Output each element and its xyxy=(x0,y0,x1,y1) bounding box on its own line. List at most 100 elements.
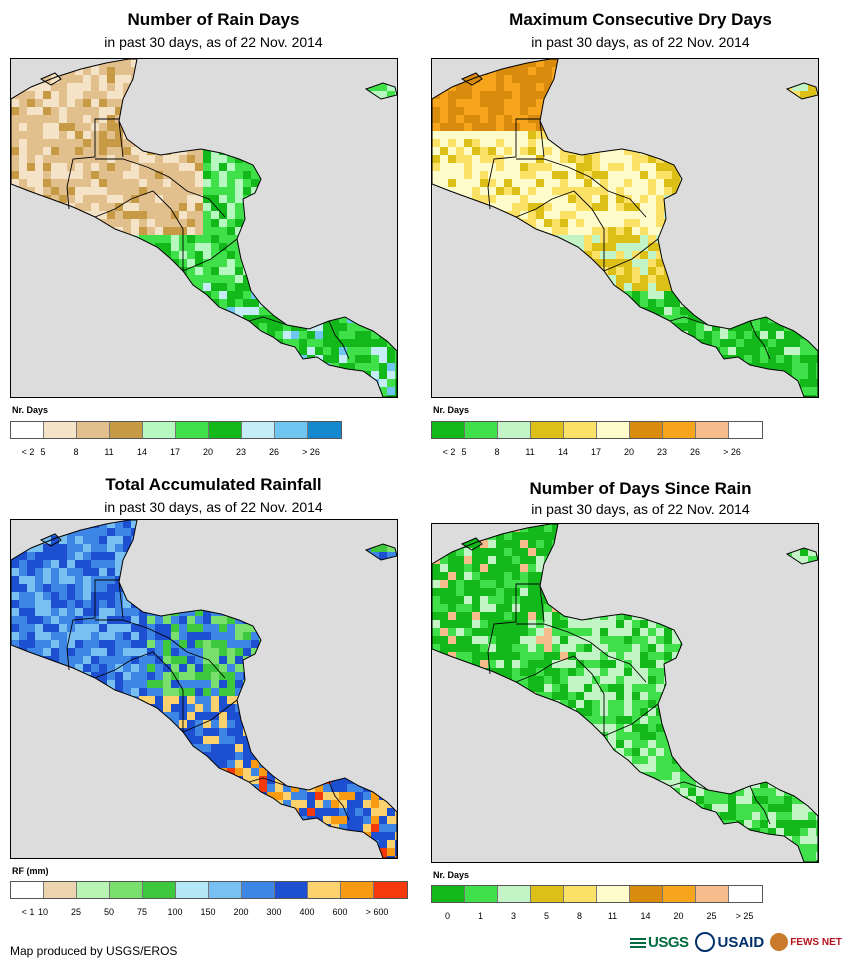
legend-swatch xyxy=(597,886,630,902)
map-dry-days xyxy=(431,58,819,398)
legend-label: 20 xyxy=(673,911,684,921)
coastline xyxy=(432,59,818,397)
legend-label: 5 xyxy=(461,447,467,457)
legend-swatch xyxy=(630,422,663,438)
country-border xyxy=(328,781,350,821)
legend-swatch xyxy=(44,422,77,438)
usaid-seal-icon xyxy=(694,932,715,952)
legend-label: 11 xyxy=(525,447,535,457)
legend-bar xyxy=(10,421,342,439)
legend-swatch xyxy=(531,422,564,438)
country-border xyxy=(182,699,238,733)
legend-swatch xyxy=(432,422,465,438)
legend-swatch xyxy=(143,422,176,438)
legend-label: 14 xyxy=(136,447,148,457)
legend-swatch xyxy=(564,886,597,902)
legend-swatch xyxy=(176,882,209,898)
legend-swatch xyxy=(44,882,77,898)
panel-subtitle: in past 30 days, as of 22 Nov. 2014 xyxy=(104,499,323,515)
legend-label: > 26 xyxy=(723,447,741,457)
panel-rainfall: Total Accumulated Rainfall in past 30 da… xyxy=(0,465,427,935)
legend-label: 23 xyxy=(235,447,247,457)
country-border xyxy=(95,619,226,679)
country-border xyxy=(66,579,119,671)
legend-swatch xyxy=(341,882,374,898)
legend-label: 150 xyxy=(200,907,216,917)
map-rain-days xyxy=(10,58,398,398)
map-canvas xyxy=(11,520,397,858)
legend-label: 3 xyxy=(510,911,517,921)
legend-swatch xyxy=(696,422,729,438)
legend-title: Nr. Days xyxy=(433,870,470,880)
logo-strip: USGS USAID FEWS NET xyxy=(630,932,842,952)
panel-title: Number of Rain Days xyxy=(127,10,300,29)
island-outline xyxy=(460,72,483,86)
legend-label: 20 xyxy=(202,447,214,457)
legend-label: > 600 xyxy=(365,907,389,917)
panel-subtitle: in past 30 days, as of 22 Nov. 2014 xyxy=(531,34,750,50)
legend-label: 25 xyxy=(706,911,717,921)
island-outline xyxy=(364,543,397,561)
legend-swatch xyxy=(308,422,341,438)
country-border xyxy=(515,190,605,271)
island-outline xyxy=(39,533,62,547)
legend-swatch xyxy=(275,882,308,898)
legend-swatch xyxy=(77,882,110,898)
legend-swatch xyxy=(465,422,498,438)
legend-label: < 2 xyxy=(21,447,35,457)
legend-label: 17 xyxy=(169,447,181,457)
legend-label: 26 xyxy=(689,447,701,457)
panel-title: Total Accumulated Rainfall xyxy=(105,475,322,494)
legend-swatch xyxy=(432,886,465,902)
fews-net-emblem-icon xyxy=(770,933,789,951)
legend-label: 10 xyxy=(37,907,49,917)
legend-swatch xyxy=(465,886,498,902)
country-border xyxy=(248,316,288,326)
map-canvas xyxy=(432,59,818,397)
country-border xyxy=(539,585,545,623)
legend-swatch xyxy=(696,886,729,902)
map-canvas xyxy=(432,524,818,862)
legend-label: 8 xyxy=(494,447,500,457)
coastline xyxy=(11,520,397,858)
legend-labels: < 2 5 8 11 14 17 20 23 26 > 26 xyxy=(10,447,342,459)
country-border xyxy=(516,623,647,683)
grid-cells xyxy=(11,520,397,858)
legend-swatch xyxy=(498,422,531,438)
country-border xyxy=(603,703,659,737)
country-border xyxy=(94,190,184,271)
legend-swatch xyxy=(110,422,143,438)
grid-cells xyxy=(432,524,818,862)
country-border xyxy=(669,781,709,791)
legend-swatch xyxy=(209,882,242,898)
country-border xyxy=(515,655,605,736)
legend-label: < 1 xyxy=(21,907,35,917)
legend-label: < 2 xyxy=(442,447,456,457)
legend-label: 8 xyxy=(73,447,79,457)
grid-cells xyxy=(11,59,397,397)
legend-label: 11 xyxy=(104,447,114,457)
island-outline xyxy=(364,82,397,100)
country-border xyxy=(182,238,238,272)
legend-label: 14 xyxy=(557,447,569,457)
legend-title: Nr. Days xyxy=(433,405,470,415)
legend-label: 400 xyxy=(299,907,315,917)
legend-label: 50 xyxy=(103,907,115,917)
country-border xyxy=(669,316,709,326)
legend-label: 200 xyxy=(233,907,249,917)
panel-title: Number of Days Since Rain xyxy=(529,479,752,498)
legend-swatch xyxy=(242,882,275,898)
country-border xyxy=(95,158,226,218)
legend-label: 25 xyxy=(70,907,82,917)
legend-swatch xyxy=(374,882,407,898)
map-credit: Map produced by USGS/EROS xyxy=(10,944,178,958)
fews-net-logo: FEWS NET xyxy=(770,933,842,951)
legend-label: 300 xyxy=(266,907,282,917)
legend-swatch xyxy=(11,882,44,898)
legend-bar xyxy=(431,421,763,439)
panel-subtitle: in past 30 days, as of 22 Nov. 2014 xyxy=(531,501,750,517)
legend-title: RF (mm) xyxy=(12,866,49,876)
legend-swatch xyxy=(663,422,696,438)
legend-swatch xyxy=(729,886,762,902)
country-border xyxy=(749,320,771,360)
